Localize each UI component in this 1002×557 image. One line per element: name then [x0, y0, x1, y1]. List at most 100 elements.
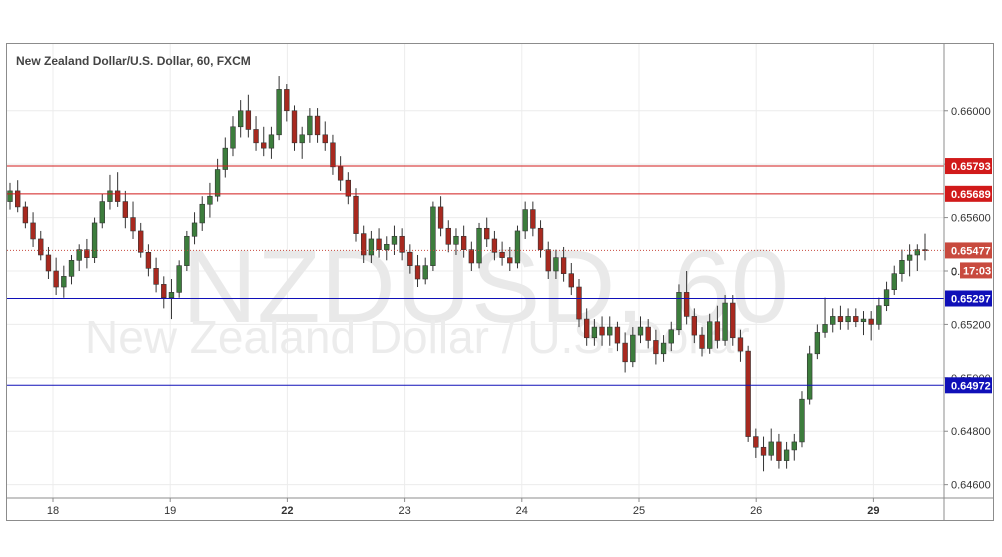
- candle: [368, 230, 375, 263]
- candle: [583, 308, 590, 346]
- candle-body: [530, 209, 536, 229]
- candle-body: [268, 134, 275, 149]
- candle: [422, 257, 428, 285]
- candle: [891, 265, 897, 296]
- horizontal-levels[interactable]: [7, 165, 944, 386]
- time-axis[interactable]: 18 19 22 23 24 25 26 29: [47, 498, 880, 517]
- candle: [207, 182, 213, 218]
- candle-body: [860, 318, 867, 323]
- candle-body: [491, 238, 498, 253]
- candle: [76, 244, 82, 271]
- support-price-tag-bg: [945, 290, 992, 307]
- candle: [345, 172, 352, 205]
- candle: [130, 201, 136, 239]
- candle: [330, 134, 336, 175]
- candle-body: [691, 316, 698, 336]
- resistance-price-tag: 0.65689: [945, 185, 992, 202]
- candle-body: [484, 227, 490, 240]
- candle: [699, 327, 705, 357]
- candle-body: [683, 292, 690, 317]
- time-tick-label: 25: [633, 505, 645, 517]
- support-price-tag-label: 0.65297: [951, 294, 991, 306]
- candle-body: [906, 254, 913, 261]
- candle-body: [830, 316, 836, 325]
- candle: [668, 321, 674, 352]
- candle: [822, 297, 828, 338]
- resistance-price-tag-label: 0.65689: [951, 189, 991, 201]
- candle: [514, 225, 521, 269]
- candle-body: [284, 89, 290, 112]
- time-tick-label: 29: [867, 505, 879, 517]
- candle: [707, 313, 713, 354]
- candle-body: [545, 249, 551, 272]
- candle-body: [130, 217, 136, 232]
- time-tick-label: 26: [750, 505, 762, 517]
- candle-body: [883, 289, 890, 307]
- candle: [291, 105, 298, 151]
- candle-body: [122, 201, 129, 218]
- candle-body: [114, 190, 121, 202]
- candle: [760, 436, 767, 472]
- candle: [745, 345, 751, 442]
- candle-body: [168, 292, 175, 299]
- candle-body: [499, 252, 505, 258]
- candle: [853, 308, 859, 328]
- candle-body: [776, 441, 782, 461]
- candle: [53, 257, 59, 296]
- candle: [776, 433, 782, 469]
- candle: [499, 241, 505, 266]
- candle-body: [783, 449, 790, 461]
- candle-body: [845, 316, 851, 323]
- candle: [322, 121, 328, 151]
- candle-body: [384, 243, 390, 250]
- candle-body: [437, 206, 444, 229]
- candle: [261, 126, 267, 157]
- candle: [753, 428, 759, 458]
- time-tick-label: 18: [47, 505, 59, 517]
- candle-body: [714, 321, 721, 341]
- candle: [7, 182, 13, 210]
- candle-body: [814, 332, 821, 355]
- candle: [637, 316, 644, 344]
- chart-panel[interactable]: NZDUSD, 60 New Zealand Dollar / U.S. Dol…: [6, 43, 994, 521]
- candle-body: [214, 169, 221, 197]
- candle-body: [299, 134, 305, 144]
- candle-body: [53, 270, 59, 288]
- price-tags: 0.65793 0.65689 0.65297 0.64972 0.65477 0 17:0…: [945, 158, 992, 394]
- candle: [307, 108, 313, 143]
- candle: [922, 233, 928, 261]
- candle: [268, 126, 275, 159]
- candle-body: [322, 134, 328, 144]
- candle-body: [707, 321, 713, 349]
- candlestick-chart[interactable]: NZDUSD, 60 New Zealand Dollar / U.S. Dol…: [7, 44, 993, 520]
- candle: [676, 284, 682, 336]
- candle-body: [768, 441, 774, 456]
- candle-body: [237, 110, 244, 128]
- candle: [806, 345, 813, 405]
- candle-body: [176, 265, 182, 293]
- candle: [122, 190, 129, 229]
- candle: [860, 311, 867, 336]
- candle: [22, 201, 29, 229]
- candle-body: [91, 222, 98, 258]
- candle: [191, 212, 198, 245]
- candle: [107, 174, 113, 210]
- candle-body: [184, 235, 190, 266]
- candle: [445, 220, 451, 253]
- candle: [837, 305, 844, 330]
- candle-body: [199, 203, 205, 224]
- candle-body: [568, 273, 574, 288]
- price-tick-label: 0.65600: [951, 213, 991, 225]
- candle: [553, 249, 559, 280]
- candle-body: [837, 316, 844, 323]
- candle-body: [361, 233, 367, 256]
- candle-body: [161, 284, 167, 299]
- candle-body: [84, 249, 90, 258]
- candle-body: [68, 260, 75, 277]
- candle: [484, 217, 490, 247]
- candle: [883, 281, 890, 312]
- candle-body: [230, 126, 236, 149]
- candle: [791, 433, 797, 461]
- candle-body: [876, 305, 882, 325]
- candle: [153, 257, 159, 293]
